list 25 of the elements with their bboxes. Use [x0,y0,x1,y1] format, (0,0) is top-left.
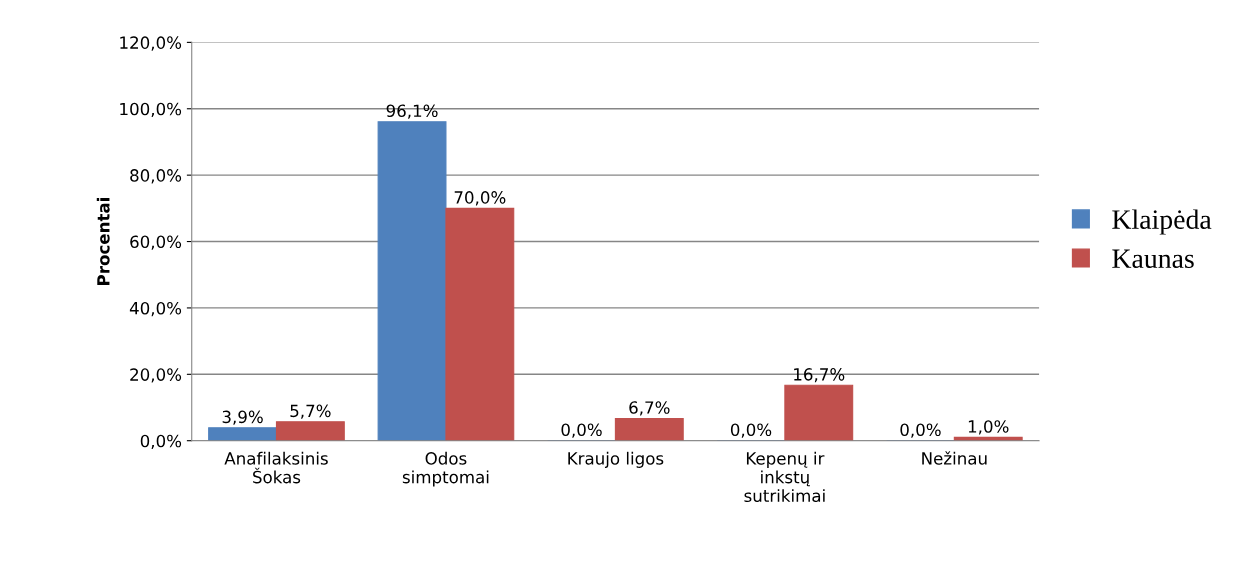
y-tick-label: 120,0% [120,36,182,51]
legend-label: Kaunas [1112,249,1194,269]
x-tick-label: Anafilaksinis Šokas [224,451,328,484]
legend-label: Klaipėda [1112,209,1212,235]
y-axis-title: Procentai [96,198,110,285]
x-tick-label: Odos simptomai [402,451,489,487]
data-label: 3,9% [222,410,263,425]
data-label: 0,0% [900,423,941,438]
data-label: 96,1% [386,104,438,119]
data-label: 0,0% [561,423,602,438]
data-label: 1,0% [968,420,1009,435]
y-tick-label: 0,0% [140,434,182,449]
y-tick-label: 20,0% [130,368,182,383]
y-tick-label: 40,0% [129,301,182,317]
x-tick-label: Kraujo ligos [568,451,664,468]
data-label: 6,7% [629,401,670,416]
x-tick-label: Nežinau [922,451,987,465]
y-tick-label: 80,0% [130,169,182,184]
data-label: 5,7% [290,404,331,419]
y-tick-label: 60,0% [130,235,182,250]
data-label: 0,0% [730,423,772,438]
data-label: 70,0% [454,191,506,206]
data-label: 16,7% [794,368,845,383]
x-tick-label: Kepenų ir inkstų sutrikimai [744,451,825,503]
y-tick-label: 100,0% [120,102,182,118]
